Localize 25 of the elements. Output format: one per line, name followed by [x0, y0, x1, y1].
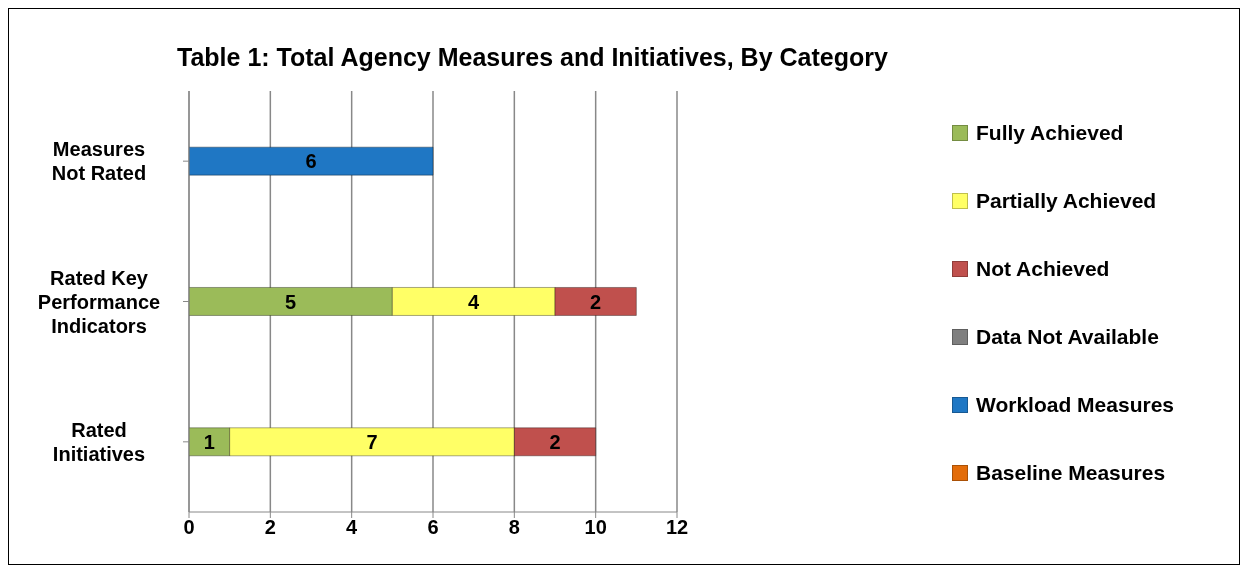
x-tick-label: 10	[584, 516, 607, 539]
data-label: 2	[549, 430, 561, 453]
x-tick-label: 8	[508, 516, 520, 539]
legend-label: Not Achieved	[976, 257, 1110, 281]
bar	[189, 146, 434, 176]
data-label: 1	[203, 430, 215, 453]
legend-label: Workload Measures	[976, 393, 1175, 417]
legend-label: Baseline Measures	[976, 461, 1166, 485]
y-tick-label: Measures Not Rated	[51, 138, 147, 185]
data-label: 6	[305, 150, 317, 173]
y-tick-label: Rated Initiatives	[52, 418, 146, 465]
x-tick-label: 0	[183, 516, 195, 539]
legend-label: Partially Achieved	[976, 189, 1157, 213]
data-label: 7	[366, 430, 378, 453]
x-tick-label: 2	[264, 516, 276, 539]
x-tick-label: 6	[427, 516, 439, 539]
data-label: 4	[468, 290, 481, 313]
x-tick-label: 12	[665, 516, 689, 539]
data-label: 2	[590, 290, 602, 313]
y-tick-label: Rated Key Performance Indicators	[37, 266, 161, 337]
legend-label: Fully Achieved	[976, 121, 1124, 145]
x-tick-label: 4	[346, 516, 359, 539]
chart-title: Table 1: Total Agency Measures and Initiatives, By Category	[177, 43, 888, 72]
legend-label: Data Not Available	[976, 325, 1159, 349]
data-label: 5	[285, 290, 297, 313]
